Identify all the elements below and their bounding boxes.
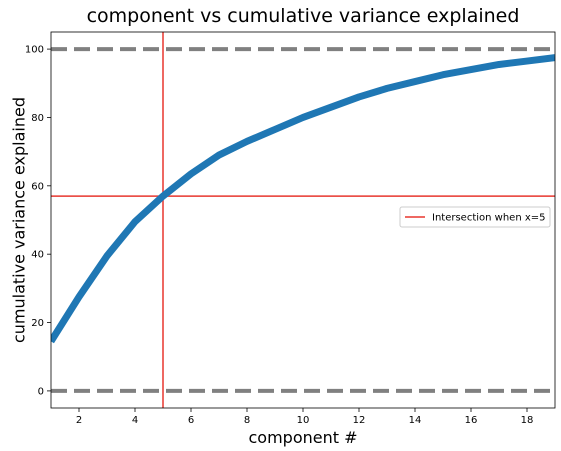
series-line-0 xyxy=(51,54,555,344)
x-tick-label: 14 xyxy=(409,415,422,426)
x-tick-label: 16 xyxy=(465,415,478,426)
y-tick-label: 20 xyxy=(31,318,44,329)
x-tick-label: 6 xyxy=(188,415,194,426)
legend-box xyxy=(399,206,551,228)
x-tick-label: 18 xyxy=(521,415,534,426)
legend: Intersection when x=5 xyxy=(399,206,551,228)
y-tick-label: 40 xyxy=(31,250,44,261)
x-tick-label: 8 xyxy=(244,415,250,426)
legend-label-intersection: Intersection when x=5 xyxy=(432,213,546,224)
x-tick-label: 10 xyxy=(297,415,310,426)
x-axis-label: component # xyxy=(248,428,357,447)
y-axis-label: cumulative variance explained xyxy=(10,97,29,343)
y-tick-label: 80 xyxy=(31,113,44,124)
x-tick-label: 4 xyxy=(132,415,138,426)
y-tick-label: 0 xyxy=(38,386,44,397)
x-tick-label: 12 xyxy=(353,415,366,426)
y-axis: 0 20 40 60 80 100 xyxy=(25,45,51,397)
x-tick-label: 2 xyxy=(76,415,82,426)
chart-title: component vs cumulative variance explain… xyxy=(87,5,520,27)
x-axis: 2 4 6 8 10 12 14 16 18 xyxy=(76,408,534,426)
y-tick-label: 100 xyxy=(25,45,44,56)
y-tick-label: 60 xyxy=(31,181,44,192)
plot-area xyxy=(51,32,555,408)
